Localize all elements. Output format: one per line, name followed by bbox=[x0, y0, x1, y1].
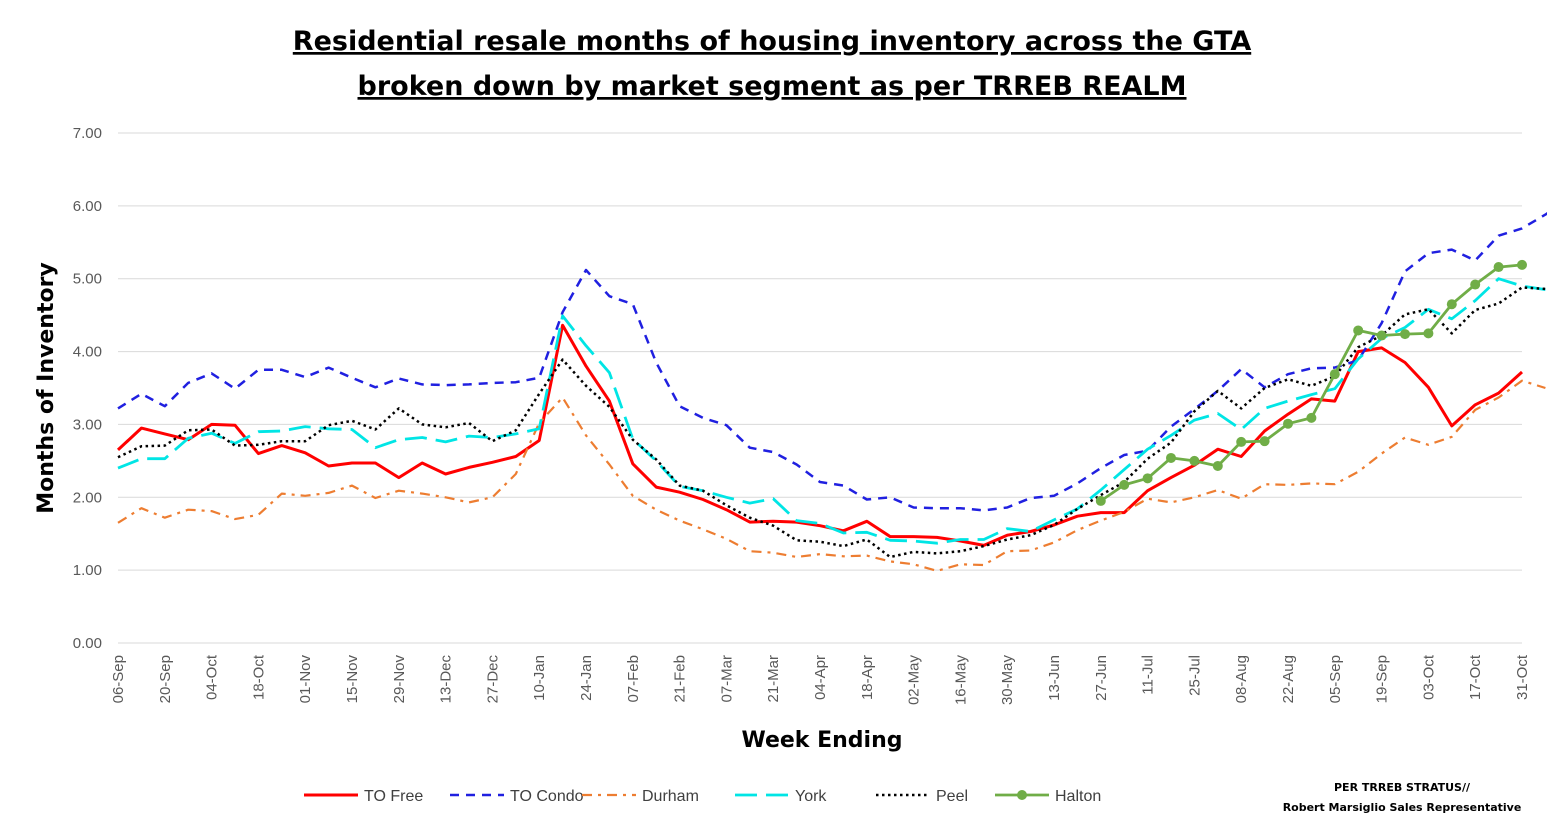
legend: TO Free TO Condo Durham York Peel Halton bbox=[304, 788, 1101, 805]
series-point bbox=[1259, 436, 1270, 447]
series-line-to-free bbox=[116, 323, 1524, 547]
credit-line-2: Robert Marsiglio Sales Representative bbox=[1283, 801, 1522, 814]
y-tick-label: 4.00 bbox=[73, 344, 102, 361]
x-tick-label: 21-Feb bbox=[672, 655, 689, 703]
x-tick-label: 24-Jan bbox=[578, 655, 595, 701]
series-point bbox=[1306, 412, 1317, 423]
y-tick-label: 5.00 bbox=[73, 271, 102, 288]
legend-label: York bbox=[795, 788, 827, 805]
series-point bbox=[1212, 460, 1223, 471]
x-tick-label: 04-Apr bbox=[812, 655, 829, 700]
x-tick-label: 10-Jan bbox=[531, 655, 548, 701]
x-tick-label: 25-Jul bbox=[1186, 655, 1203, 696]
x-tick-label: 04-Oct bbox=[204, 654, 221, 700]
legend-label: Peel bbox=[936, 788, 968, 805]
series-line-york bbox=[117, 277, 1546, 545]
series-line-halton bbox=[1100, 263, 1523, 503]
y-tick-labels: 0.00 1.00 2.00 3.00 4.00 5.00 6.00 7.00 bbox=[73, 125, 102, 652]
x-tick-label: 08-Aug bbox=[1233, 655, 1250, 703]
x-tick-label: 13-Dec bbox=[438, 655, 455, 704]
series-point bbox=[1446, 299, 1457, 310]
x-tick-label: 07-Feb bbox=[625, 655, 642, 703]
x-tick-label: 19-Sep bbox=[1374, 655, 1391, 703]
y-tick-label: 6.00 bbox=[73, 198, 102, 215]
gridlines bbox=[118, 132, 1522, 644]
series-line-durham bbox=[117, 379, 1546, 573]
x-tick-label: 16-May bbox=[952, 655, 969, 706]
y-tick-label: 2.00 bbox=[73, 489, 102, 506]
y-tick-label: 1.00 bbox=[73, 562, 102, 579]
series-point bbox=[1283, 418, 1293, 429]
x-tick-label: 29-Nov bbox=[391, 655, 408, 704]
series-point bbox=[1329, 369, 1340, 380]
x-tick-label: 18-Apr bbox=[859, 655, 876, 700]
legend-label: TO Condo bbox=[510, 788, 584, 805]
series-point bbox=[1400, 329, 1410, 340]
x-tick-label: 17-Oct bbox=[1467, 654, 1484, 700]
x-tick-labels: 06-Sep 20-Sep 04-Oct 18-Oct 01-Nov 15-Nov 29-N… bbox=[110, 654, 1531, 705]
x-tick-label: 03-Oct bbox=[1420, 654, 1437, 700]
series-point bbox=[1376, 330, 1387, 341]
x-tick-label: 21-Mar bbox=[765, 655, 782, 703]
series-line-to-condo bbox=[117, 211, 1547, 512]
series-point bbox=[1493, 262, 1504, 273]
series-point bbox=[1517, 259, 1527, 270]
series-point bbox=[1353, 325, 1364, 336]
x-tick-label: 06-Sep bbox=[110, 655, 127, 703]
x-tick-label: 05-Sep bbox=[1327, 655, 1344, 703]
x-tick-label: 31-Oct bbox=[1514, 654, 1531, 700]
series-point bbox=[1470, 279, 1481, 290]
y-tick-label: 3.00 bbox=[73, 416, 102, 433]
credit-line-1: PER TRREB STRATUS// bbox=[1334, 781, 1471, 794]
x-axis-title: Week Ending bbox=[741, 728, 902, 753]
x-tick-label: 30-May bbox=[999, 655, 1016, 706]
x-tick-label: 02-May bbox=[906, 655, 923, 706]
chart-title-line-2: broken down by market segment as per TRR… bbox=[358, 71, 1187, 102]
x-tick-label: 27-Jun bbox=[1093, 655, 1110, 701]
series-line-peel bbox=[117, 286, 1546, 559]
x-tick-label: 15-Nov bbox=[344, 655, 361, 704]
x-tick-label: 22-Aug bbox=[1280, 655, 1297, 703]
x-tick-label: 20-Sep bbox=[157, 655, 174, 703]
chart-title-line-1: Residential resale months of housing inv… bbox=[293, 26, 1252, 57]
series-point bbox=[1142, 473, 1153, 484]
legend-label: TO Free bbox=[364, 788, 423, 805]
x-tick-label: 13-Jun bbox=[1046, 655, 1063, 701]
x-tick-label: 27-Dec bbox=[484, 655, 501, 704]
x-tick-label: 01-Nov bbox=[297, 655, 314, 704]
y-tick-label: 7.00 bbox=[73, 125, 102, 142]
legend-marker bbox=[1017, 790, 1027, 800]
legend-label: Durham bbox=[642, 788, 699, 805]
legend-label: Halton bbox=[1055, 788, 1101, 805]
series-point bbox=[1119, 479, 1130, 490]
series-point bbox=[1189, 455, 1200, 466]
x-tick-label: 18-Oct bbox=[250, 654, 267, 700]
series-lines bbox=[116, 211, 1547, 573]
x-tick-label: 07-Mar bbox=[718, 655, 735, 703]
x-tick-label: 11-Jul bbox=[1140, 655, 1157, 695]
series-point bbox=[1095, 495, 1106, 506]
series-point bbox=[1423, 328, 1434, 339]
series-point bbox=[1236, 436, 1247, 447]
series-point bbox=[1166, 452, 1176, 463]
y-axis-title: Months of Inventory bbox=[34, 262, 59, 514]
y-tick-label: 0.00 bbox=[73, 635, 102, 652]
